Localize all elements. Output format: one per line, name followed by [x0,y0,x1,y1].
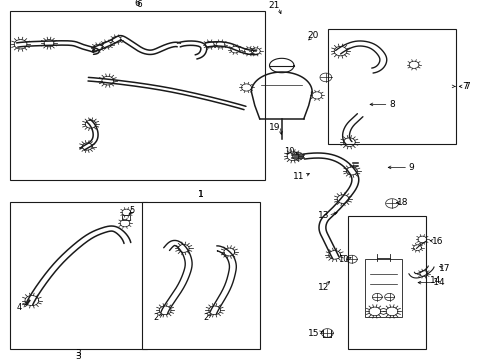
Text: 3: 3 [75,352,81,360]
Text: 4: 4 [17,303,22,312]
Text: 7: 7 [464,82,470,91]
Text: -14: -14 [430,278,445,287]
Text: 8: 8 [389,100,395,109]
Bar [122,215,130,220]
Text: 11: 11 [293,172,305,181]
Text: 10: 10 [338,255,348,264]
Text: 1: 1 [198,190,204,199]
Bar [10,11,265,180]
Text: 17: 17 [439,264,451,273]
Text: 19: 19 [269,123,280,132]
Text: 21: 21 [269,1,280,10]
Text: 15: 15 [308,329,319,338]
Text: 13: 13 [318,211,329,220]
Text: 1: 1 [198,190,204,199]
Text: 20: 20 [307,31,318,40]
Text: 7: 7 [463,82,468,91]
Text: 2: 2 [153,313,158,322]
Text: 14: 14 [430,276,442,285]
Bar [348,216,426,349]
Text: 6: 6 [137,0,143,9]
Bar [365,259,402,317]
Bar [328,29,456,144]
Text: 3: 3 [75,349,81,358]
Bar [142,202,260,349]
Text: 6: 6 [134,0,140,8]
Text: 9: 9 [409,163,415,172]
Text: 10: 10 [284,147,294,156]
Bar [10,202,147,349]
Text: 5: 5 [130,206,135,215]
Text: 18: 18 [397,198,409,207]
Text: 12: 12 [318,284,329,292]
Text: 2: 2 [203,313,208,322]
Text: 16: 16 [432,237,443,246]
